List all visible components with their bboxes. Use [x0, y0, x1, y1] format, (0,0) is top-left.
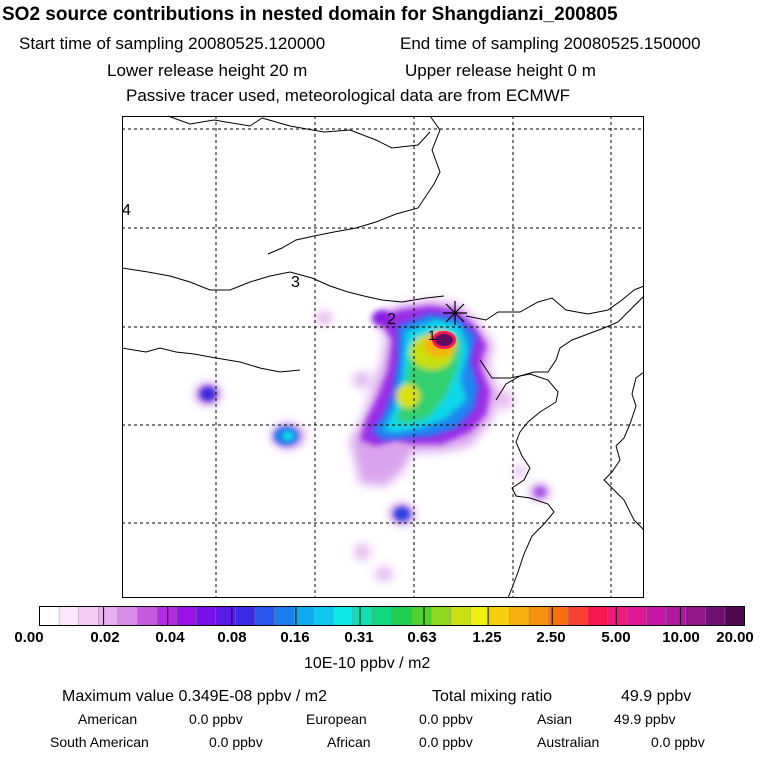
colorbar-swatch	[352, 606, 373, 626]
lower-release-height: Lower release height 20 m	[107, 61, 308, 80]
colorbar-units: 10E-10 ppbv / m2	[304, 655, 431, 672]
colorbar-swatch	[254, 606, 275, 626]
colorbar-tick-label: 0.31	[344, 629, 374, 646]
region-value: 0.0 ppbv	[419, 711, 473, 727]
colorbar	[39, 606, 745, 626]
colorbar-tick-label: 10.00	[662, 629, 700, 646]
colorbar-swatch	[724, 606, 745, 626]
region-name: Asian	[537, 711, 573, 727]
colorbar-swatch	[195, 606, 217, 626]
map-title: SO2 source contributions in nested domai…	[2, 4, 618, 25]
colorbar-swatch	[548, 606, 569, 626]
colorbar-swatch	[117, 606, 138, 626]
region-value: 0.0 ppbv	[651, 734, 705, 750]
max-value: Maximum value 0.349E-08 ppbv / m2	[62, 688, 328, 705]
grid-lines	[122, 116, 644, 598]
colorbar-swatch	[665, 606, 687, 626]
contour-label-2: 2	[387, 311, 396, 328]
colorbar-swatch	[58, 606, 80, 626]
colorbar-swatch	[528, 606, 550, 626]
colorbar-tick-label: 0.04	[155, 629, 185, 646]
colorbar-swatch	[568, 606, 589, 626]
colorbar-swatch	[411, 606, 432, 626]
colorbar-swatch	[705, 606, 726, 626]
colorbar-swatch	[274, 606, 295, 626]
colorbar-tick-label: 20.00	[716, 629, 754, 646]
region-name: South American	[50, 734, 149, 750]
total-mixing-value: 49.9 ppbv	[621, 688, 692, 705]
map-frame	[122, 116, 644, 598]
colorbar-swatch	[607, 606, 628, 626]
region-value: 0.0 ppbv	[209, 734, 263, 750]
end-time: End time of sampling 20080525.150000	[400, 34, 701, 53]
colorbar-swatch	[39, 606, 60, 626]
total-mixing-label: Total mixing ratio	[432, 688, 553, 705]
contour-label-3: 3	[291, 274, 300, 291]
contour-label-1: 1	[428, 327, 436, 343]
colorbar-swatch	[176, 606, 197, 626]
colorbar-swatch	[587, 606, 608, 626]
colorbar-tick-label: 1.25	[472, 629, 502, 646]
colorbar-swatch	[293, 606, 315, 626]
start-time: Start time of sampling 20080525.120000	[19, 34, 326, 53]
hotspot-core	[435, 334, 453, 346]
region-value: 0.0 ppbv	[189, 711, 243, 727]
colorbar-swatch	[156, 606, 178, 626]
colorbar-swatch	[626, 606, 648, 626]
region-value: 49.9 ppbv	[614, 711, 676, 727]
region-name: Australian	[537, 734, 600, 750]
tracer-note: Passive tracer used, meteorological data…	[126, 86, 571, 105]
colorbar-tick-label: 5.00	[601, 629, 631, 646]
colorbar-swatch	[235, 606, 256, 626]
colorbar-swatch	[313, 606, 334, 626]
colorbar-major-ticks	[103, 606, 681, 626]
coastlines	[121, 115, 645, 599]
colorbar-tick-label: 0.08	[217, 629, 247, 646]
colorbar-tick-label: 0.16	[280, 629, 310, 646]
region-name: American	[78, 711, 138, 727]
colorbar-tick-label: 0.00	[14, 629, 44, 646]
colorbar-swatch	[646, 606, 667, 626]
upper-release-height: Upper release height 0 m	[405, 61, 596, 80]
colorbar-swatch	[98, 606, 119, 626]
colorbar-tick-label: 2.50	[536, 629, 566, 646]
colorbar-swatch	[333, 606, 354, 626]
colorbar-swatch	[450, 606, 471, 626]
colorbar-swatch	[391, 606, 413, 626]
colorbar-frame	[39, 606, 745, 626]
colorbar-swatch	[470, 606, 491, 626]
colorbar-swatch	[372, 606, 393, 626]
region-name: European	[306, 711, 367, 727]
star-icon	[443, 301, 467, 325]
colorbar-swatch	[489, 606, 511, 626]
colorbar-swatch	[78, 606, 99, 626]
colorbar-swatch	[685, 606, 706, 626]
colorbar-swatch	[509, 606, 530, 626]
colorbar-swatch	[137, 606, 158, 626]
colorbar-swatch	[430, 606, 452, 626]
contour-label-4: 4	[122, 202, 131, 219]
colorbar-tick-label: 0.02	[90, 629, 120, 646]
colorbar-tick-label: 0.63	[407, 629, 437, 646]
region-name: African	[327, 734, 371, 750]
plume-layer	[196, 300, 550, 581]
region-value: 0.0 ppbv	[419, 734, 473, 750]
colorbar-swatch	[215, 606, 236, 626]
